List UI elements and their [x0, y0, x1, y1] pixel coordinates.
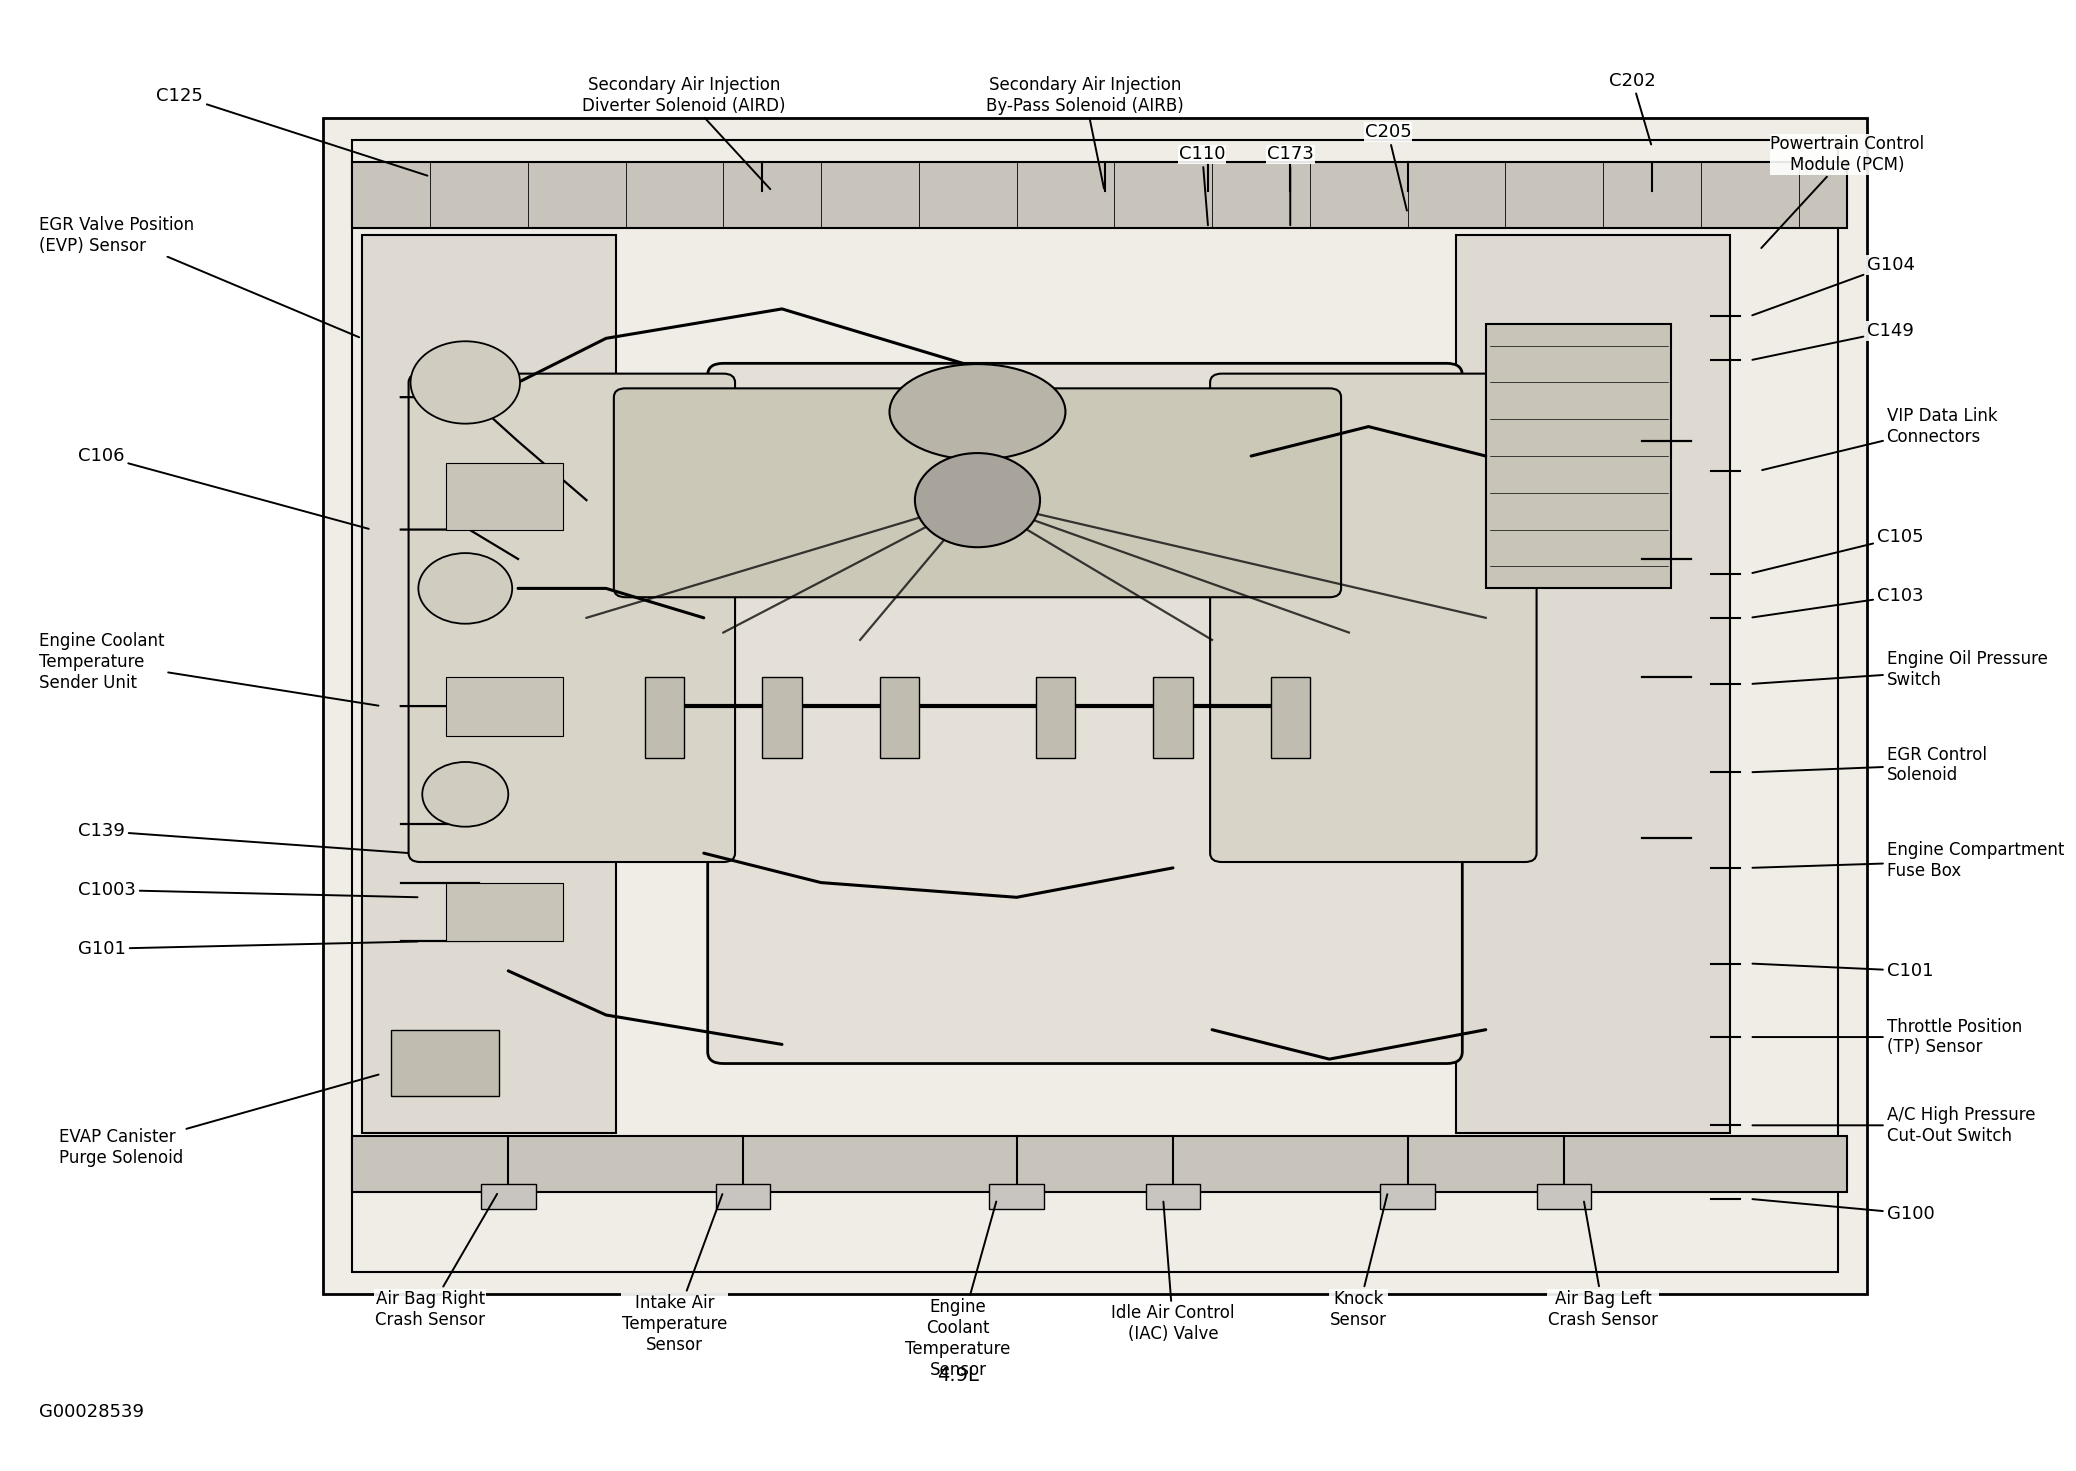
Text: Air Bag Left
Crash Sensor: Air Bag Left Crash Sensor — [1549, 1202, 1659, 1328]
Bar — [716, 1184, 770, 1209]
Circle shape — [419, 553, 513, 624]
Bar — [988, 1184, 1044, 1209]
Bar — [322, 118, 1866, 1294]
Bar — [1486, 324, 1671, 588]
Text: G104: G104 — [1752, 256, 1914, 315]
Text: Secondary Air Injection
Diverter Solenoid (AIRD): Secondary Air Injection Diverter Solenoi… — [583, 76, 787, 190]
Bar — [1036, 677, 1075, 758]
Circle shape — [411, 341, 519, 424]
Circle shape — [916, 453, 1040, 547]
Text: C1003: C1003 — [79, 881, 417, 899]
Text: Engine
Coolant
Temperature
Sensor: Engine Coolant Temperature Sensor — [905, 1202, 1011, 1378]
Bar — [1457, 235, 1729, 1133]
Text: C101: C101 — [1752, 962, 1933, 980]
Text: Engine Oil Pressure
Switch: Engine Oil Pressure Switch — [1752, 650, 2047, 688]
Bar — [1271, 677, 1310, 758]
Text: C103: C103 — [1752, 587, 1922, 618]
Text: C173: C173 — [1266, 146, 1314, 225]
Text: Engine Coolant
Temperature
Sender Unit: Engine Coolant Temperature Sender Unit — [39, 633, 378, 706]
Circle shape — [421, 762, 509, 827]
Text: C110: C110 — [1179, 146, 1225, 225]
FancyBboxPatch shape — [614, 388, 1341, 597]
Text: Secondary Air Injection
By-Pass Solenoid (AIRB): Secondary Air Injection By-Pass Solenoid… — [986, 76, 1183, 188]
Bar — [361, 235, 617, 1133]
Text: EVAP Canister
Purge Solenoid: EVAP Canister Purge Solenoid — [58, 1075, 378, 1167]
Text: A/C High Pressure
Cut-Out Switch: A/C High Pressure Cut-Out Switch — [1752, 1106, 2034, 1144]
Text: C106: C106 — [79, 447, 370, 530]
FancyBboxPatch shape — [708, 363, 1462, 1064]
Text: Knock
Sensor: Knock Sensor — [1331, 1194, 1387, 1328]
FancyBboxPatch shape — [1210, 374, 1536, 862]
Text: Idle Air Control
(IAC) Valve: Idle Air Control (IAC) Valve — [1111, 1202, 1235, 1343]
Bar — [646, 677, 685, 758]
Text: C105: C105 — [1752, 528, 1922, 574]
Text: C149: C149 — [1752, 322, 1914, 360]
Text: EGR Valve Position
(EVP) Sensor: EGR Valve Position (EVP) Sensor — [39, 216, 359, 337]
Text: G00028539: G00028539 — [39, 1403, 143, 1421]
Bar — [446, 463, 563, 530]
Bar — [1381, 1184, 1435, 1209]
Text: Air Bag Right
Crash Sensor: Air Bag Right Crash Sensor — [376, 1194, 496, 1328]
Bar — [353, 140, 1837, 1272]
Text: EGR Control
Solenoid: EGR Control Solenoid — [1752, 746, 1987, 784]
Bar — [1154, 677, 1192, 758]
Text: Throttle Position
(TP) Sensor: Throttle Position (TP) Sensor — [1752, 1018, 2022, 1056]
Text: Powertrain Control
Module (PCM): Powertrain Control Module (PCM) — [1760, 135, 1924, 249]
Text: C205: C205 — [1364, 124, 1412, 210]
Text: C139: C139 — [79, 822, 407, 853]
Bar — [1536, 1184, 1592, 1209]
Bar — [1146, 1184, 1200, 1209]
Text: C125: C125 — [156, 87, 428, 175]
FancyBboxPatch shape — [409, 374, 735, 862]
Bar — [353, 162, 1848, 228]
Text: G101: G101 — [79, 940, 417, 958]
Text: C202: C202 — [1609, 72, 1657, 144]
Text: G100: G100 — [1752, 1199, 1935, 1222]
Bar — [762, 677, 801, 758]
Text: Intake Air
Temperature
Sensor: Intake Air Temperature Sensor — [623, 1194, 727, 1353]
Bar — [390, 1030, 498, 1096]
Bar — [446, 883, 563, 941]
Bar — [880, 677, 920, 758]
Bar — [482, 1184, 536, 1209]
Bar — [353, 1136, 1848, 1192]
Ellipse shape — [889, 365, 1065, 460]
Text: Engine Compartment
Fuse Box: Engine Compartment Fuse Box — [1752, 841, 2064, 880]
Bar — [446, 677, 563, 736]
Text: VIP Data Link
Connectors: VIP Data Link Connectors — [1763, 407, 1997, 471]
Text: 4.9L: 4.9L — [936, 1367, 980, 1384]
